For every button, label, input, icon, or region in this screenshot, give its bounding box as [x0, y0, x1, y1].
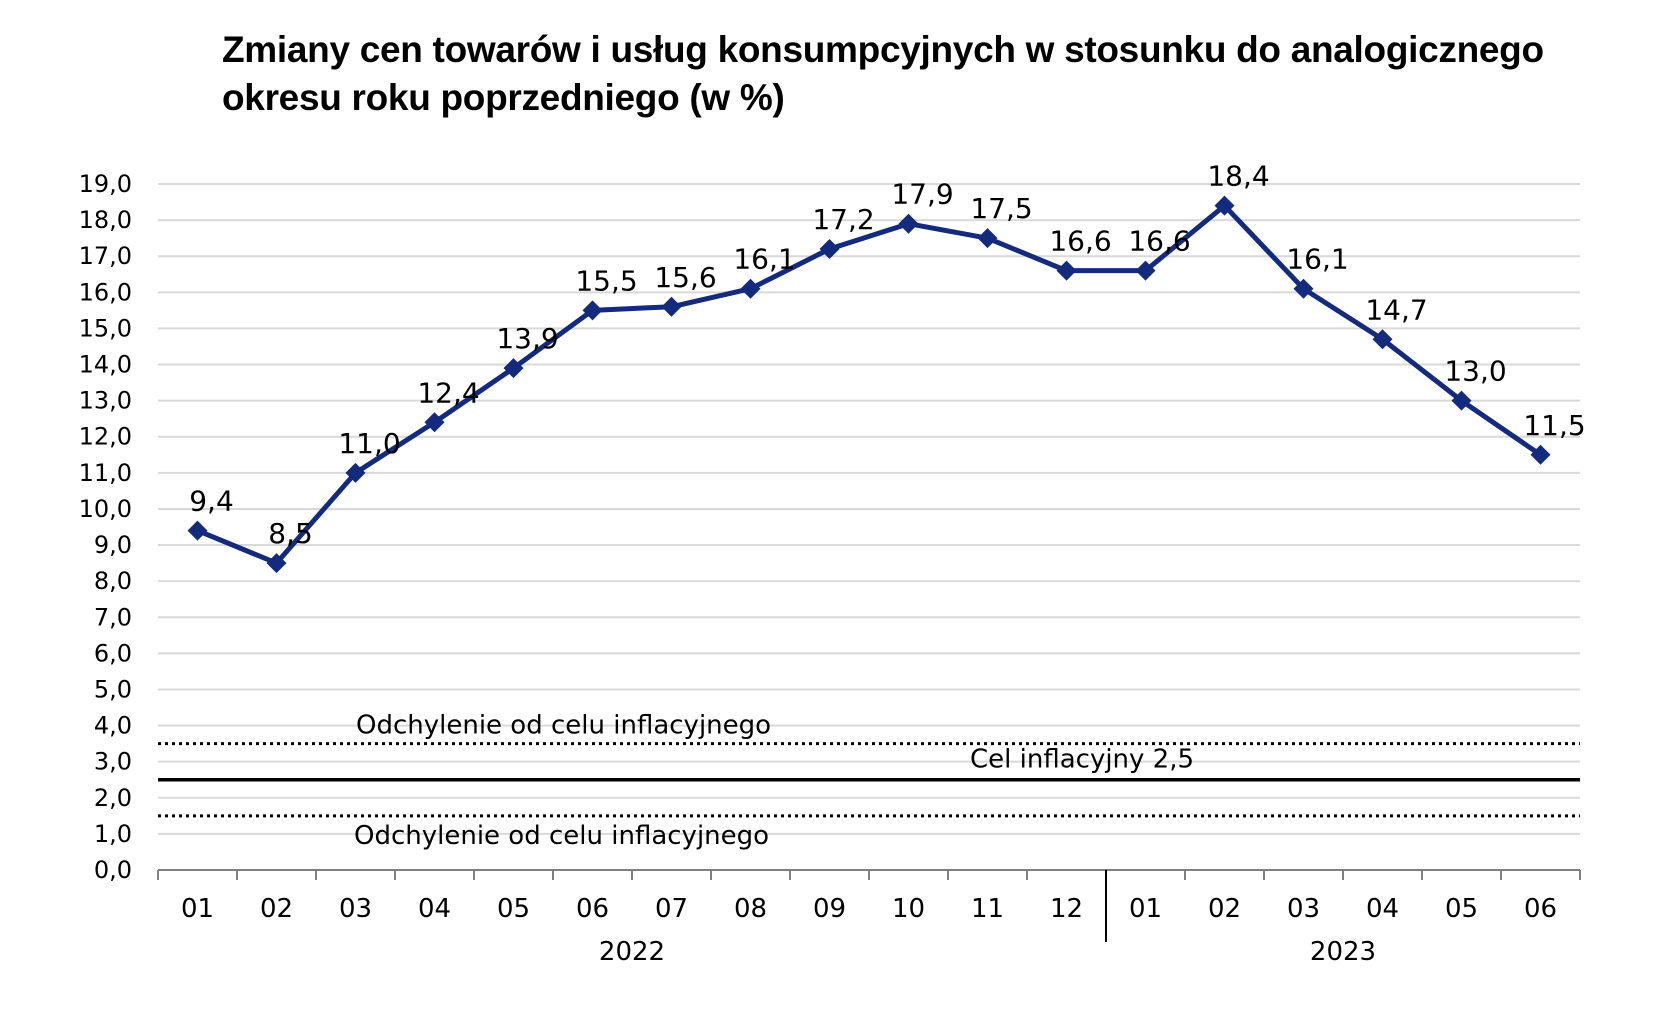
data-point-marker [1293, 278, 1314, 299]
y-tick-label: 10,0 [79, 495, 132, 523]
y-tick-label: 19,0 [79, 170, 132, 198]
y-tick-label: 3,0 [94, 748, 132, 776]
data-label: 16,6 [1049, 225, 1111, 258]
x-axis: 01 02 03 04 05 06 07 08 09 10 11 12 01 02 03 04 05 06 2022… [157, 869, 1581, 967]
y-axis-tick-labels: 0,0 1,0 2,0 3,0 4,0 5,0 6,0 7,0 8,0 9,0 10,0 11,0 12… [79, 170, 132, 884]
y-tick-label: 15,0 [79, 314, 132, 342]
data-label: 17,9 [891, 178, 953, 211]
chart-title-line-1: Zmiany cen towarów i usług konsumpcyjnyc… [222, 29, 1544, 70]
grid-lines [158, 183, 1580, 835]
data-labels: 9,4 8,5 11,0 12,4 13,9 15,5 15,6 16,1 17,2 17,9 17… [189, 160, 1585, 550]
year-group-label: 2023 [1310, 937, 1376, 967]
x-tick-label: 11 [971, 894, 1004, 924]
y-tick-label: 5,0 [94, 675, 132, 703]
data-point-marker [582, 300, 603, 321]
data-label: 15,6 [654, 261, 716, 294]
data-point-marker [819, 238, 840, 259]
x-tick-label: 01 [1129, 894, 1162, 924]
y-tick-label: 9,0 [94, 531, 132, 559]
x-tick-label: 01 [181, 894, 214, 924]
data-label: 13,0 [1444, 355, 1506, 388]
data-point-marker [661, 296, 682, 317]
x-tick-label: 02 [1208, 894, 1241, 924]
deviation-label: Odchylenie od celu inflacyjnego [354, 821, 769, 851]
data-point-marker [503, 358, 524, 379]
x-tick-label: 12 [1050, 894, 1083, 924]
data-point-marker [1451, 390, 1472, 411]
data-point-marker [740, 278, 761, 299]
data-label: 9,4 [189, 485, 234, 518]
reference-lines: Odchylenie od celu inflacyjnego Cel infla… [158, 711, 1580, 851]
data-label: 17,2 [812, 203, 874, 236]
x-tick-label: 06 [1524, 894, 1557, 924]
data-point-marker [977, 228, 998, 249]
series-markers [187, 195, 1551, 574]
data-label: 8,5 [268, 517, 313, 550]
data-label: 13,9 [496, 322, 558, 355]
data-label: 15,5 [575, 264, 637, 297]
target-label: Cel inflacyjny 2,5 [970, 745, 1194, 775]
y-tick-label: 17,0 [79, 242, 132, 270]
x-tick-label: 06 [576, 894, 609, 924]
y-tick-label: 14,0 [79, 351, 132, 379]
data-label: 16,1 [1286, 243, 1348, 276]
data-label: 11,5 [1523, 409, 1585, 442]
y-tick-label: 11,0 [79, 459, 132, 487]
data-point-marker [1135, 260, 1156, 281]
x-tick-label: 03 [1287, 894, 1320, 924]
y-tick-label: 4,0 [94, 712, 132, 740]
x-tick-label: 05 [497, 894, 530, 924]
y-tick-label: 1,0 [94, 820, 132, 848]
y-tick-label: 13,0 [79, 387, 132, 415]
data-label: 11,0 [338, 427, 400, 460]
x-tick-label: 08 [734, 894, 767, 924]
y-tick-label: 6,0 [94, 639, 132, 667]
data-label: 12,4 [417, 376, 479, 409]
series-line [196, 203, 1542, 566]
data-label: 14,7 [1365, 293, 1427, 326]
chart-title: Zmiany cen towarów i usług konsumpcyjnyc… [222, 26, 1622, 122]
series-line-path [196, 203, 1542, 566]
x-tick-label: 03 [339, 894, 372, 924]
x-tick-label: 04 [1366, 894, 1399, 924]
chart-title-line-2: okresu roku poprzedniego (w %) [222, 77, 785, 118]
data-point-marker [424, 412, 445, 433]
x-tick-label: 04 [418, 894, 451, 924]
data-label: 16,1 [733, 243, 795, 276]
y-tick-label: 7,0 [94, 603, 132, 631]
data-point-marker [266, 553, 287, 574]
deviation-label: Odchylenie od celu inflacyjnego [356, 711, 771, 741]
data-point-marker [1214, 195, 1235, 216]
data-label: 17,5 [970, 192, 1032, 225]
x-tick-label: 07 [655, 894, 688, 924]
data-point-marker [187, 520, 208, 541]
data-label: 16,6 [1128, 225, 1190, 258]
x-tick-label: 05 [1445, 894, 1478, 924]
y-tick-label: 2,0 [94, 784, 132, 812]
x-tick-label: 02 [260, 894, 293, 924]
y-tick-label: 0,0 [94, 856, 132, 884]
data-point-marker [345, 462, 366, 483]
data-point-marker [1056, 260, 1077, 281]
data-point-marker [1372, 329, 1393, 350]
year-group-label: 2022 [599, 937, 665, 967]
y-tick-label: 12,0 [79, 423, 132, 451]
data-point-marker [1530, 444, 1551, 465]
data-point-marker [898, 213, 919, 234]
x-tick-label: 09 [813, 894, 846, 924]
y-tick-label: 16,0 [79, 278, 132, 306]
x-tick-label: 10 [892, 894, 925, 924]
data-label: 18,4 [1207, 160, 1269, 193]
y-tick-label: 8,0 [94, 567, 132, 595]
y-tick-label: 18,0 [79, 206, 132, 234]
